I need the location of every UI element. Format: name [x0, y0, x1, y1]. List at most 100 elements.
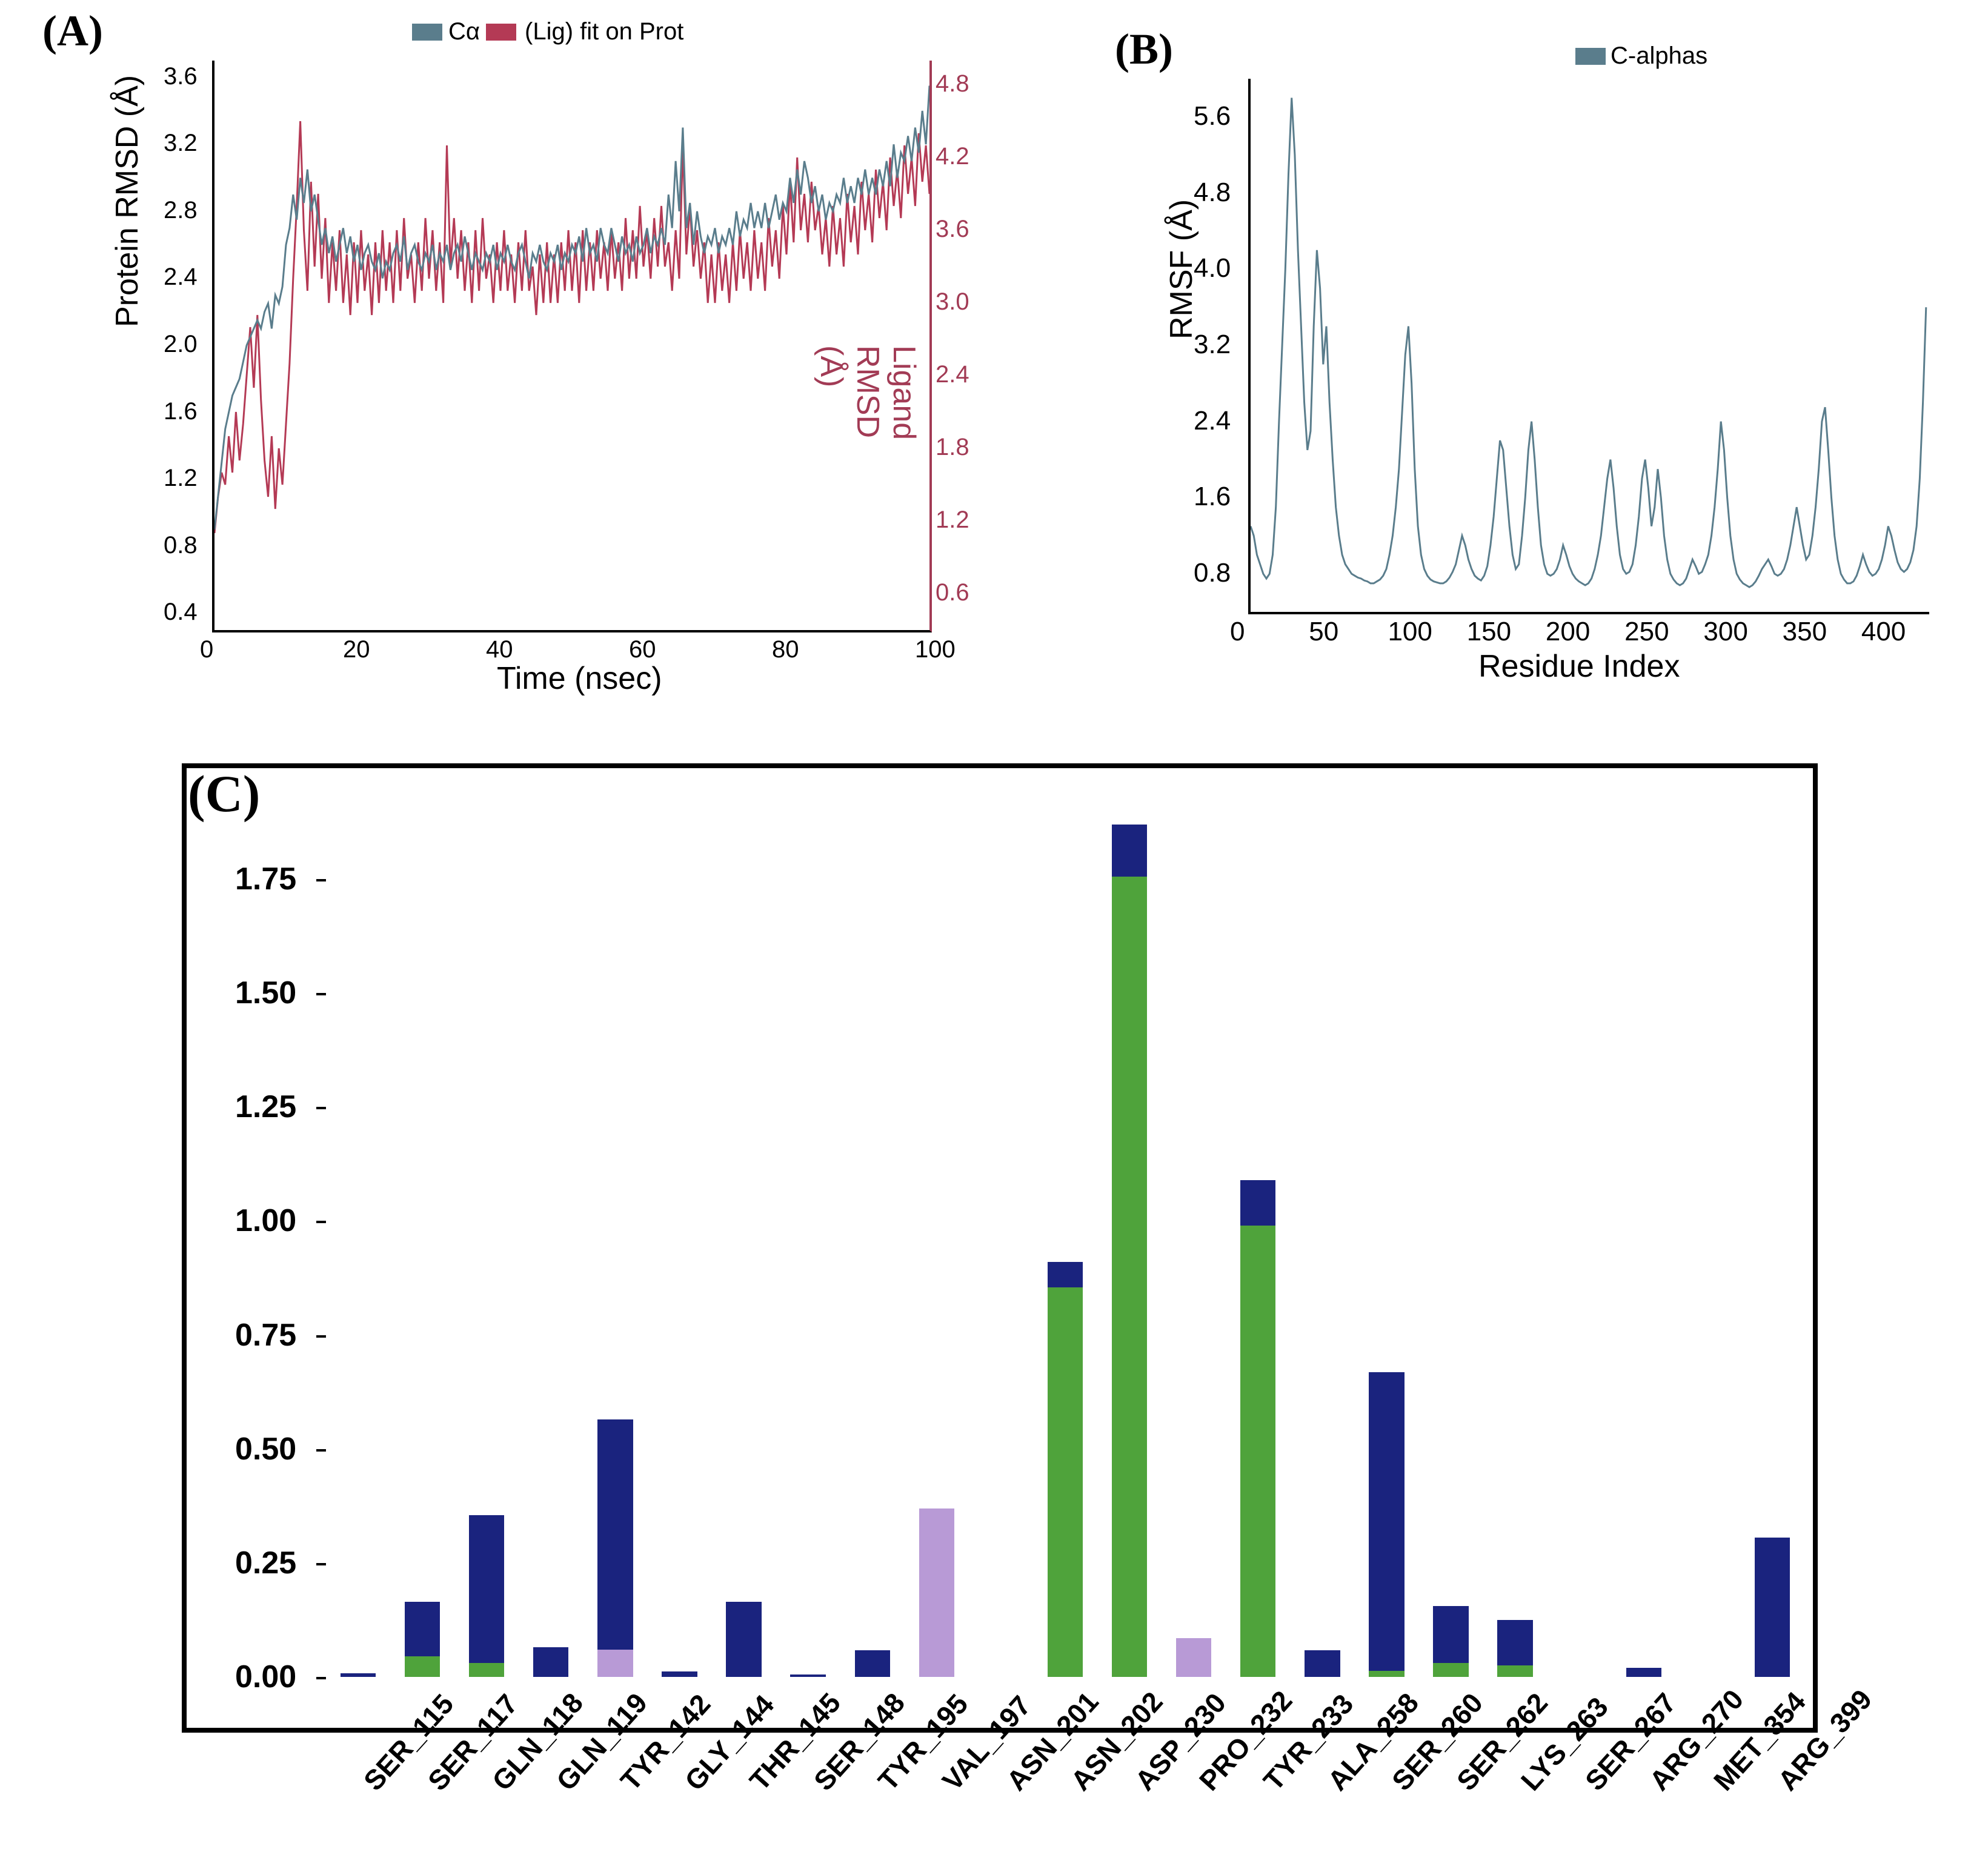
panel-a-ytick-right: 2.4 [936, 361, 969, 388]
panel-c-plot-area [326, 811, 1804, 1677]
panel-a-ytick-left: 3.6 [164, 63, 198, 90]
bar-GLN_118 [469, 811, 504, 1677]
bar-seg [1369, 1671, 1404, 1677]
bar-ASN_202 [1048, 811, 1083, 1677]
bar-SER_148 [790, 811, 825, 1677]
panel-a-ytick-left: 0.4 [164, 599, 198, 626]
bar-ASN_201 [983, 811, 1019, 1677]
bar-seg [1433, 1663, 1468, 1677]
bar-seg [1433, 1606, 1468, 1663]
bar-seg [1240, 1180, 1275, 1226]
panel-c-ytick-label: 1.50 [235, 975, 296, 1011]
panel-b-xtick: 0 [1230, 617, 1245, 647]
bar-GLY_144 [662, 811, 697, 1677]
bar-seg [533, 1647, 568, 1677]
panel-b-ytick: 5.6 [1194, 101, 1231, 131]
panel-a-ytick-right: 3.0 [936, 288, 969, 316]
bar-seg [1626, 1668, 1661, 1677]
panel-c-ytick-label: 1.00 [235, 1203, 296, 1239]
panel-b-xtick: 350 [1783, 617, 1827, 647]
panel-c-ytick-label: 0.75 [235, 1317, 296, 1353]
panel-a-xtick: 60 [629, 636, 656, 663]
bar-seg [1048, 1262, 1083, 1287]
panel-b-legend: C-alphas [1575, 42, 1707, 70]
panel-a: Cα (Lig) fit on Prot Protein RMSD (Å) Li… [73, 18, 1006, 715]
panel-a-xtick: 100 [915, 636, 956, 663]
figure-page: (A) Cα (Lig) fit on Prot Protein RMSD (Å… [0, 0, 1988, 1852]
bar-seg [1112, 825, 1147, 877]
panel-c-ytick-mark [316, 1449, 326, 1452]
panel-c-ytick-mark [316, 1221, 326, 1223]
bar-GLN_119 [533, 811, 568, 1677]
panel-a-legend: Cα (Lig) fit on Prot [412, 18, 683, 45]
bar-seg [855, 1650, 890, 1677]
panel-c-ytick-label: 0.00 [235, 1659, 296, 1695]
bar-seg [469, 1663, 504, 1677]
bar-SER_267 [1562, 811, 1597, 1677]
panel-b-x-label: Residue Index [1478, 648, 1680, 685]
bar-seg [405, 1656, 440, 1677]
bar-seg [341, 1673, 376, 1677]
bar-TYR_233 [1240, 811, 1275, 1677]
bar-ASP_230 [1112, 811, 1147, 1677]
bar-seg [1497, 1665, 1532, 1677]
bar-VAL_197 [919, 811, 954, 1677]
panel-b-ytick: 1.6 [1194, 482, 1231, 512]
bar-PRO_232 [1176, 811, 1211, 1677]
panel-c-ytick-label: 0.25 [235, 1545, 296, 1581]
panel-b-plot-area [1248, 79, 1929, 614]
bar-SER_262 [1433, 811, 1468, 1677]
panel-c-ytick-label: 1.25 [235, 1089, 296, 1125]
panel-b-xtick: 100 [1388, 617, 1432, 647]
panel-c-ytick-mark [316, 1107, 326, 1109]
bar-seg [597, 1650, 633, 1677]
panel-b-ytick: 4.0 [1194, 253, 1231, 284]
bar-MET_354 [1690, 811, 1726, 1677]
bar-seg [1755, 1538, 1790, 1677]
panel-c-ytick-mark [316, 1563, 326, 1565]
panel-c-ytick-label: 0.50 [235, 1431, 296, 1467]
panel-b-svg [1251, 79, 1929, 612]
bar-seg [1305, 1650, 1340, 1677]
panel-a-ytick-right: 4.2 [936, 143, 969, 170]
panel-b-xtick: 250 [1624, 617, 1669, 647]
panel-a-ytick-left: 2.8 [164, 197, 198, 224]
bar-TYR_142 [597, 811, 633, 1677]
panel-a-xtick: 0 [200, 636, 213, 663]
panel-b-xtick: 200 [1546, 617, 1590, 647]
panel-b-xtick: 150 [1467, 617, 1511, 647]
panel-a-ytick-left: 3.2 [164, 130, 198, 157]
bar-LYS_263 [1497, 811, 1532, 1677]
panel-b-ytick: 3.2 [1194, 330, 1231, 360]
bar-TYR_195 [855, 811, 890, 1677]
panel-a-ytick-left: 2.0 [164, 331, 198, 358]
panel-a-ytick-right: 1.8 [936, 434, 969, 461]
bar-seg [1369, 1372, 1404, 1671]
panel-a-ytick-left: 0.8 [164, 532, 198, 559]
panel-b-legend-swatch [1575, 48, 1606, 65]
bar-seg [597, 1419, 633, 1650]
panel-c-frame: 0.00 0.25 0.50 0.75 1.00 1.25 1.50 1.75 [182, 763, 1818, 1733]
panel-c-ytick-label: 1.75 [235, 861, 296, 897]
panel-b-legend-text: C-alphas [1611, 42, 1707, 70]
bar-ARG_270 [1626, 811, 1661, 1677]
panel-a-ytick-right: 1.2 [936, 506, 969, 534]
panel-c-ytick-mark [316, 993, 326, 995]
bar-seg [1048, 1287, 1083, 1678]
panel-b-xtick: 50 [1309, 617, 1338, 647]
bar-seg [919, 1508, 954, 1677]
panel-c-ytick-mark [316, 879, 326, 881]
legend-text-ca: Cα [448, 18, 480, 45]
panel-c-ytick-mark [316, 1677, 326, 1679]
bar-seg [405, 1602, 440, 1656]
bar-seg [726, 1602, 761, 1677]
bar-ALA_258 [1305, 811, 1340, 1677]
bar-seg [1240, 1226, 1275, 1677]
bar-SER_115 [341, 811, 376, 1677]
legend-text-lig: (Lig) fit on Prot [525, 18, 683, 45]
panel-a-ytick-right: 4.8 [936, 70, 969, 98]
panel-c-ytick-mark [316, 1335, 326, 1338]
panel-a-ytick-left: 1.6 [164, 398, 198, 425]
bar-seg [662, 1671, 697, 1677]
panel-a-ytick-left: 2.4 [164, 264, 198, 291]
